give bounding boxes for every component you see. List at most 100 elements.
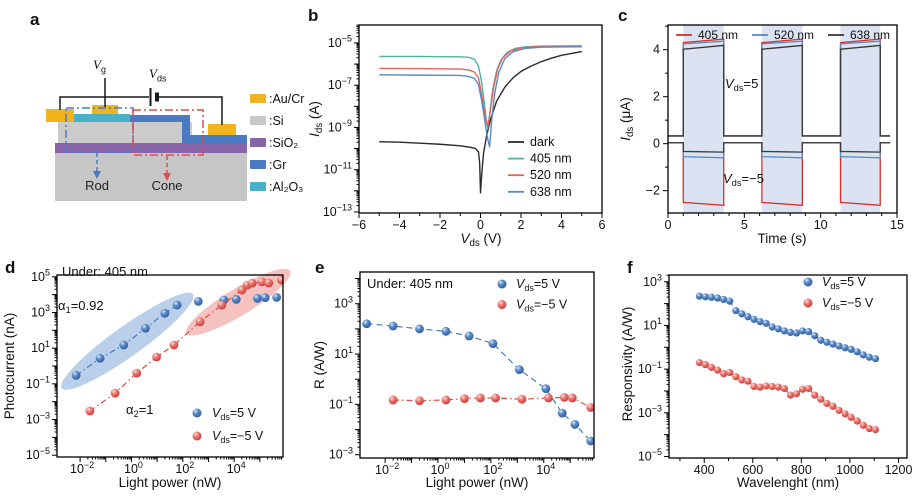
y-axis-label: Ids (A) <box>307 101 325 137</box>
y-axis-label: Ids (μA) <box>618 97 636 141</box>
cone-arrowhead <box>163 173 171 181</box>
svg-text:102: 102 <box>175 460 194 476</box>
annotation: Vds=5 <box>725 76 758 93</box>
tick-labels: −6 −4 −2 0 2 4 6 10−13 10−11 10−9 10−7 10−5 <box>323 34 606 232</box>
legend: 405 nm 520 nm 638 nm <box>676 28 890 42</box>
svg-text:10−2: 10−2 <box>70 460 94 476</box>
series-group <box>695 292 880 434</box>
cone-label: Cone <box>151 178 183 193</box>
axes-ticks <box>663 25 898 218</box>
svg-text:10−1: 10−1 <box>638 360 662 376</box>
svg-text:4: 4 <box>653 43 660 57</box>
highlight-ellipse <box>61 292 194 390</box>
svg-text:10−3: 10−3 <box>329 445 353 461</box>
material-label: :Si <box>269 113 284 128</box>
x-axis-label: Light power (nW) <box>426 475 529 490</box>
series-line-Vds=5 V <box>366 323 592 442</box>
light-on-band <box>761 25 803 213</box>
layer-gr <box>130 115 247 143</box>
legend: Vds=5 V Vds=−5 V <box>497 277 568 314</box>
series-638 nm Vds=5 <box>668 44 891 137</box>
svg-text:800: 800 <box>791 463 812 477</box>
light-on-band <box>683 25 724 213</box>
svg-text:dark: dark <box>530 135 555 149</box>
series-group <box>71 275 283 416</box>
svg-text:10−1: 10−1 <box>329 395 353 411</box>
axes-ticks <box>664 274 899 463</box>
rod-label: Rod <box>85 178 109 193</box>
svg-text:600: 600 <box>742 463 763 477</box>
svg-text:101: 101 <box>643 316 662 332</box>
svg-text:2: 2 <box>518 218 525 232</box>
plot-frame <box>667 24 898 214</box>
svg-text:100: 100 <box>431 461 450 477</box>
svg-text:10−13: 10−13 <box>323 203 352 219</box>
svg-text:Vds=5 V: Vds=5 V <box>516 277 561 293</box>
series-520 nm Vds=-5 <box>668 142 891 159</box>
svg-text:−4: −4 <box>392 218 406 232</box>
annotation: α2=1 <box>126 402 154 419</box>
svg-text:105: 105 <box>31 268 50 284</box>
series-group <box>668 38 891 206</box>
svg-text:10−9: 10−9 <box>328 118 352 134</box>
svg-text:15: 15 <box>890 218 904 232</box>
svg-text:10−3: 10−3 <box>638 404 662 420</box>
legend: Vds=5 V Vds=−5 V <box>803 275 874 312</box>
annotation: Under: 405 nm <box>367 276 453 291</box>
tick-labels: 10−2 100 102 104 10−3 10−1 101 103 <box>329 294 555 477</box>
material-legend-row-0: :Au/Cr <box>250 92 304 106</box>
svg-text:10−5: 10−5 <box>26 446 50 462</box>
series-Vds=5 V <box>71 292 282 380</box>
panel-c-chart: 0 5 10 15 −2 0 2 4 Time (s) Ids (μA) 405 nm 520 nm 6… <box>618 24 904 246</box>
material-legend: :Au/Cr:Si:SiO₂:Gr:Al₂O₃ <box>250 92 304 194</box>
cone-region-box <box>132 109 204 156</box>
material-legend-row-1: :Si <box>250 113 304 128</box>
circuit-wire <box>59 78 223 125</box>
svg-text:4: 4 <box>558 218 565 232</box>
svg-text:5: 5 <box>741 218 748 232</box>
series-638 nm <box>379 46 582 148</box>
material-swatch <box>250 182 266 191</box>
svg-text:101: 101 <box>334 345 353 361</box>
svg-text:405 nm: 405 nm <box>698 28 738 42</box>
series-520 nm Vds=5 <box>668 40 891 137</box>
svg-text:405 nm: 405 nm <box>530 152 572 166</box>
series-line-Vds=-5 V <box>393 396 592 409</box>
svg-text:104: 104 <box>227 460 246 476</box>
material-legend-row-2: :SiO₂ <box>250 136 304 150</box>
svg-text:0: 0 <box>653 137 660 151</box>
legend: Vds=5 V Vds=−5 V <box>192 406 264 445</box>
panel-label-a: a <box>30 10 40 29</box>
svg-text:10: 10 <box>814 218 828 232</box>
axes-ticks <box>52 276 283 462</box>
svg-text:1000: 1000 <box>836 463 864 477</box>
svg-text:−2: −2 <box>433 218 447 232</box>
svg-text:101: 101 <box>31 339 50 355</box>
contact-drain <box>208 124 236 135</box>
gate-voltage-label: Vg <box>93 57 106 75</box>
axes-ticks <box>355 278 594 463</box>
svg-text:Vds=−5 V: Vds=−5 V <box>822 296 874 312</box>
layer-sio2 <box>55 143 247 153</box>
svg-text:104: 104 <box>536 461 555 477</box>
svg-text:0: 0 <box>665 218 672 232</box>
svg-text:Vds=−5 V: Vds=−5 V <box>212 429 264 445</box>
svg-text:−2: −2 <box>646 184 660 198</box>
device-schematic: Vg Vds Rod Cone :Au/Cr:Si:SiO₂:Gr:Al₂O₃ <box>0 0 305 250</box>
material-label: :Al₂O₃ <box>269 179 304 194</box>
material-swatch <box>250 138 266 147</box>
svg-text:Vds=5 V: Vds=5 V <box>822 275 867 291</box>
svg-text:103: 103 <box>643 273 662 289</box>
series-Vds=5 V <box>362 319 594 446</box>
series-Vds=-5 V <box>695 358 880 434</box>
svg-text:6: 6 <box>599 218 606 232</box>
series-520 nm <box>379 45 582 126</box>
panel-d-chart: 10−2 100 102 104 10−5 10−3 10−1 101 103 105 Light … <box>2 264 291 490</box>
svg-text:102: 102 <box>483 461 502 477</box>
series-Vds=-5 V <box>85 275 283 416</box>
svg-text:400: 400 <box>694 463 715 477</box>
svg-text:0: 0 <box>477 218 484 232</box>
series-405 nm Vds=5 <box>668 38 891 137</box>
svg-text:Vds=−5 V: Vds=−5 V <box>516 298 568 314</box>
layer-al2o3 <box>62 114 130 122</box>
